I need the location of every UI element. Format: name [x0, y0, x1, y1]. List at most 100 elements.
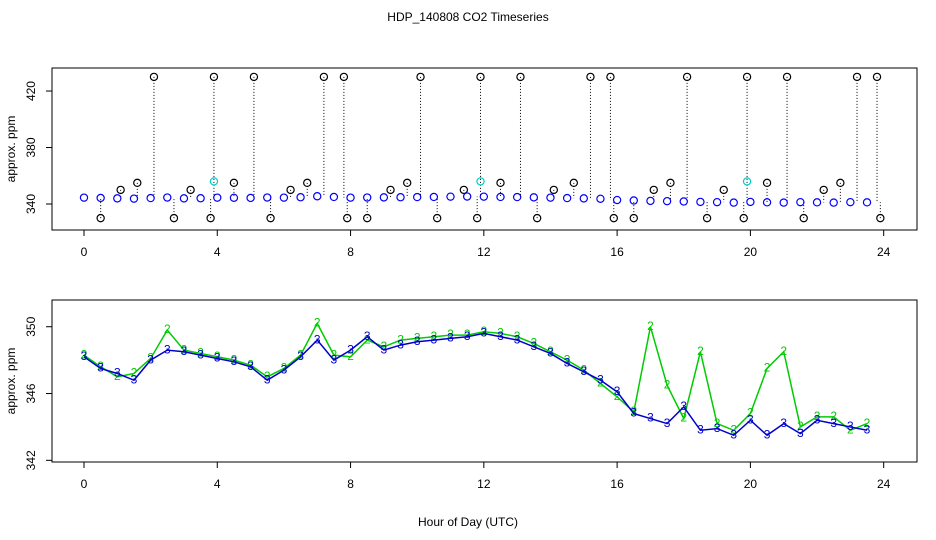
point	[379, 193, 389, 202]
point-symbol: 3	[764, 427, 771, 441]
point	[412, 192, 422, 202]
point	[586, 72, 595, 82]
point	[712, 197, 722, 207]
point	[179, 194, 189, 203]
y-axis-label: approx. ppm	[4, 116, 18, 183]
point	[719, 185, 728, 195]
point-symbol: 3	[447, 331, 454, 345]
point-symbol: 2	[147, 351, 154, 365]
point-symbol: 3	[431, 332, 438, 346]
point-symbol: 2	[314, 316, 321, 330]
point	[682, 72, 692, 82]
point-symbol: 3	[797, 426, 804, 440]
point	[446, 192, 455, 201]
point-symbol: 3	[81, 349, 88, 363]
point	[146, 193, 155, 203]
point	[679, 197, 688, 206]
point-symbol: 2	[247, 357, 254, 371]
point	[196, 194, 205, 203]
point	[429, 192, 439, 202]
point	[462, 192, 472, 201]
point	[313, 192, 322, 201]
x-tick-label: 8	[347, 477, 354, 491]
point	[402, 178, 412, 188]
point	[569, 178, 578, 188]
point	[266, 213, 275, 223]
point	[579, 194, 588, 203]
point-symbol: 2	[697, 344, 704, 358]
point	[229, 193, 239, 202]
point	[829, 198, 838, 207]
point	[799, 213, 808, 223]
point	[386, 185, 395, 195]
point	[796, 197, 805, 207]
point	[562, 193, 572, 203]
point	[532, 213, 542, 223]
point-symbol: 2	[730, 422, 737, 436]
point-symbol: 3	[347, 342, 354, 356]
point-symbol: 2	[347, 349, 354, 363]
point	[836, 178, 845, 188]
point-symbol: 3	[747, 412, 754, 426]
point	[476, 177, 485, 186]
point	[846, 197, 855, 207]
x-tick-label: 0	[81, 477, 88, 491]
point-symbol: 3	[281, 362, 288, 376]
point-symbol: 2	[764, 361, 771, 375]
point	[339, 72, 349, 82]
x-tick-label: 12	[477, 245, 491, 259]
point	[872, 72, 882, 82]
point-symbol: 2	[131, 366, 138, 380]
point-symbol: 3	[231, 354, 238, 368]
point	[696, 197, 705, 207]
point-symbol: 2	[864, 416, 871, 430]
point-symbol: 2	[464, 327, 471, 341]
point-symbol: 2	[97, 359, 104, 373]
point	[363, 193, 372, 202]
point-symbol: 2	[830, 409, 837, 423]
point-symbol: 2	[81, 347, 88, 361]
point	[479, 192, 489, 201]
point	[149, 72, 159, 82]
point	[432, 213, 442, 223]
y-tick-label: 420	[24, 81, 38, 101]
plot-frame	[51, 67, 918, 231]
point	[303, 178, 312, 188]
series-line	[83, 332, 868, 437]
point	[346, 193, 355, 202]
point-symbol: 3	[647, 411, 654, 425]
point	[209, 177, 219, 186]
point	[662, 196, 672, 206]
point	[596, 194, 605, 203]
point-symbol: 2	[630, 404, 637, 418]
x-tick-label: 4	[214, 245, 221, 259]
point	[546, 193, 555, 202]
point-symbol: 3	[864, 422, 871, 436]
point-symbol: 2	[297, 347, 304, 361]
point	[129, 194, 139, 203]
chart-title: HDP_140808 CO2 Timeseries	[387, 10, 548, 24]
y-tick-label: 380	[24, 137, 38, 157]
x-tick-label: 24	[877, 477, 891, 491]
point-symbol: 3	[714, 421, 721, 435]
point-symbol: 3	[364, 329, 371, 343]
point-symbol: 3	[131, 372, 138, 386]
point	[116, 185, 125, 195]
point	[169, 213, 179, 223]
plot-frame	[51, 299, 918, 463]
point	[876, 213, 885, 223]
x-tick-label: 24	[877, 245, 891, 259]
point-symbol: 2	[447, 327, 454, 341]
point	[329, 192, 339, 202]
point	[206, 213, 215, 223]
point	[729, 198, 738, 207]
point-symbol: 3	[381, 342, 388, 356]
point-symbol: 3	[564, 356, 571, 370]
point-symbol: 2	[381, 339, 388, 353]
point-symbol: 3	[464, 329, 471, 343]
point-symbol: 2	[114, 369, 121, 383]
point-symbol: 2	[714, 416, 721, 430]
point	[666, 178, 675, 188]
point	[249, 72, 259, 82]
point-symbol: 2	[164, 322, 171, 336]
